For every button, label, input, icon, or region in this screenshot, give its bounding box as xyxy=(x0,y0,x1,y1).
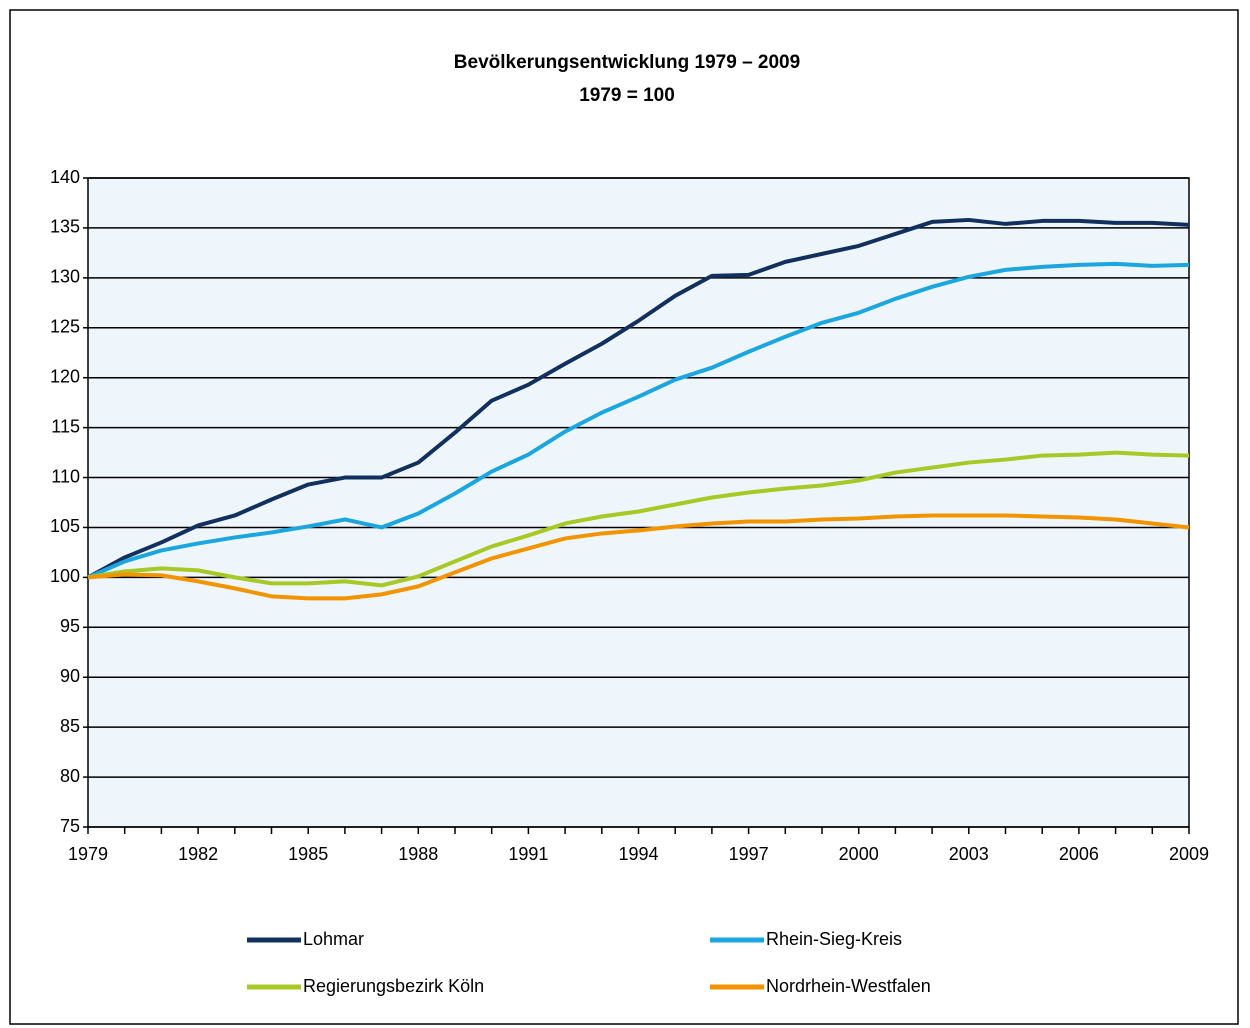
y-tick-label: 95 xyxy=(60,616,80,636)
x-tick-label: 2003 xyxy=(949,844,989,864)
y-tick-label: 110 xyxy=(51,466,80,486)
y-tick-label: 130 xyxy=(50,267,80,287)
x-tick-label: 2009 xyxy=(1169,844,1209,864)
series-line xyxy=(87,261,1190,580)
chart-subtitle: 1979 = 100 xyxy=(579,85,675,106)
y-tick-label: 115 xyxy=(51,416,80,436)
x-tick-label: 1988 xyxy=(398,844,438,864)
plot-border xyxy=(87,177,1190,828)
x-tick-label: 1991 xyxy=(508,844,548,864)
x-tick-label: 1982 xyxy=(178,844,218,864)
y-tick-label: 120 xyxy=(50,366,80,386)
series-line xyxy=(87,217,1190,580)
legend-label: Nordrhein-Westfalen xyxy=(766,976,931,996)
y-tick-label: 90 xyxy=(60,666,80,686)
y-tick-label: 135 xyxy=(50,217,80,237)
y-tick-label: 125 xyxy=(50,317,80,337)
y-tick-label: 85 xyxy=(60,716,80,736)
legend-label: Lohmar xyxy=(303,929,364,949)
x-tick-label: 1994 xyxy=(618,844,658,864)
y-tick-label: 80 xyxy=(60,766,80,786)
series-line xyxy=(87,450,1190,588)
x-tick-label: 2006 xyxy=(1059,844,1099,864)
legend-label: Regierungsbezirk Köln xyxy=(303,976,484,996)
y-tick-label: 75 xyxy=(60,816,80,836)
plot-area xyxy=(88,178,1189,827)
series-line xyxy=(87,513,1190,601)
y-tick-label: 105 xyxy=(50,516,80,536)
x-tick-label: 1979 xyxy=(68,844,108,864)
legend-label: Rhein-Sieg-Kreis xyxy=(766,929,902,949)
x-tick-label: 1985 xyxy=(288,844,328,864)
x-tick-label: 1997 xyxy=(729,844,769,864)
chart-title: Bevölkerungsentwicklung 1979 – 2009 xyxy=(454,52,800,73)
y-tick-label: 140 xyxy=(50,167,80,187)
x-tick-label: 2000 xyxy=(839,844,879,864)
y-tick-label: 100 xyxy=(50,566,80,586)
